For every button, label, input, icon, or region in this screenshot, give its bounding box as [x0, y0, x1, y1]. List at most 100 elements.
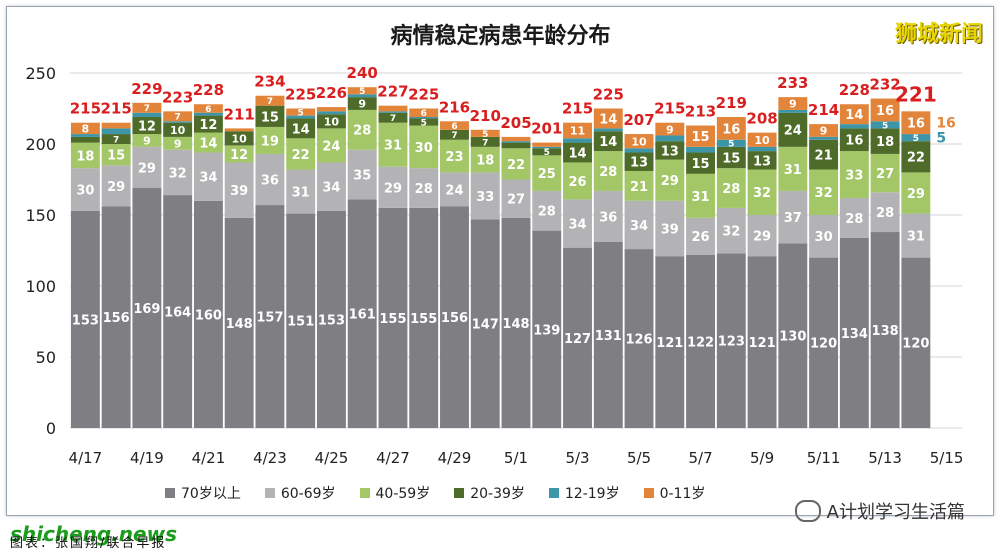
- y-tick-label: 200: [25, 135, 56, 154]
- bar-segment: [286, 213, 316, 428]
- bar-segment: [747, 256, 777, 428]
- bar-segment: [255, 205, 285, 428]
- bar-segment: [316, 114, 346, 129]
- data-label: 148: [502, 317, 529, 332]
- bar-segment: [132, 146, 162, 189]
- data-label: 127: [564, 332, 591, 347]
- data-label: 39: [230, 184, 248, 199]
- bar-segment: [839, 104, 869, 125]
- bar-segment: [655, 256, 685, 428]
- bar-segment: [809, 139, 839, 170]
- total-label: 225: [408, 86, 439, 104]
- data-label: 134: [841, 327, 868, 342]
- data-label: 5: [882, 121, 888, 131]
- bar-segment: [716, 168, 746, 208]
- bar-segment: [70, 168, 100, 211]
- legend-label: 0-11岁: [659, 486, 706, 502]
- data-label: 9: [143, 135, 151, 148]
- legend-swatch: [454, 488, 465, 498]
- bar-segment: [593, 128, 623, 132]
- bar-segment: [532, 142, 562, 147]
- bar-segment: [809, 169, 839, 215]
- bar-segment: [378, 207, 408, 428]
- bar-segment: [716, 146, 746, 169]
- total-label: 215: [562, 100, 593, 118]
- data-label: 18: [76, 149, 94, 164]
- bar-segment: [378, 166, 408, 208]
- data-label: 31: [692, 190, 710, 205]
- bar-segment: [132, 112, 162, 118]
- bar-segment: [563, 122, 592, 139]
- total-label: 225: [593, 86, 624, 104]
- data-label: 21: [630, 180, 648, 195]
- total-label: 219: [716, 94, 747, 112]
- bar-segment: [163, 149, 193, 196]
- data-label: 7: [267, 97, 273, 107]
- data-label: 126: [625, 332, 652, 347]
- total-label: 225: [285, 86, 316, 104]
- data-label: 22: [907, 151, 925, 166]
- bar-segment: [440, 121, 469, 130]
- side-data-label: 5: [936, 131, 946, 147]
- bar-segment: [286, 138, 316, 170]
- bar-segment: [101, 134, 131, 144]
- bar-segment: [686, 254, 716, 428]
- bar-segment: [316, 107, 346, 112]
- data-label: 131: [595, 329, 622, 344]
- data-label: 14: [599, 135, 617, 150]
- data-label: 13: [753, 154, 771, 169]
- data-label: 36: [261, 173, 279, 188]
- bar-segment: [624, 134, 654, 149]
- data-label: 29: [753, 230, 771, 245]
- bar-segment: [532, 146, 562, 149]
- data-label: 5: [359, 87, 365, 97]
- bar-segment: [347, 94, 377, 98]
- bar-segment: [532, 230, 562, 428]
- data-label: 32: [815, 186, 833, 201]
- bar-segment: [716, 253, 746, 428]
- bar-segment: [224, 162, 254, 218]
- bar-segment: [501, 148, 531, 180]
- bar-segment: [901, 257, 931, 428]
- data-label: 16: [845, 134, 863, 149]
- legend-label: 60-69岁: [280, 486, 336, 502]
- data-label: 10: [754, 134, 770, 147]
- data-label: 160: [195, 308, 222, 323]
- legend-item: 20-39岁: [454, 483, 525, 503]
- data-label: 16: [722, 122, 740, 137]
- bar-segment: [101, 128, 131, 135]
- data-label: 26: [692, 230, 710, 245]
- y-tick-label: 250: [25, 64, 56, 83]
- bar-segment: [101, 165, 131, 207]
- data-label: 5: [728, 140, 734, 150]
- x-tick-label: 5/13: [868, 449, 902, 467]
- bar-segment: [224, 145, 254, 163]
- account-label: A计划学习生活篇: [794, 498, 965, 524]
- x-tick-label: 4/23: [253, 449, 287, 467]
- data-label: 153: [318, 313, 345, 328]
- legend-item: 40-59岁: [359, 483, 430, 503]
- bar-segment: [470, 219, 500, 428]
- total-label: 233: [777, 74, 808, 92]
- data-label: 23: [445, 150, 463, 165]
- total-label: 228: [193, 81, 224, 99]
- bar-segment: [716, 117, 746, 140]
- data-label: 28: [415, 182, 433, 197]
- x-tick-label: 4/21: [192, 449, 226, 467]
- data-label: 156: [441, 311, 468, 326]
- data-label: 122: [687, 335, 714, 350]
- bar-segment: [870, 98, 900, 122]
- bar-segment: [378, 122, 408, 167]
- bar-segment: [870, 192, 900, 233]
- data-label: 8: [82, 123, 90, 136]
- data-label: 14: [292, 122, 310, 137]
- data-label: 15: [692, 130, 710, 145]
- data-label: 30: [815, 230, 833, 245]
- total-label: 226: [316, 84, 347, 102]
- data-label: 6: [451, 122, 457, 132]
- data-label: 39: [661, 222, 679, 237]
- bar-segment: [901, 172, 931, 214]
- bar-segment: [870, 128, 900, 154]
- bar-segment: [163, 122, 193, 137]
- data-label: 22: [292, 148, 310, 163]
